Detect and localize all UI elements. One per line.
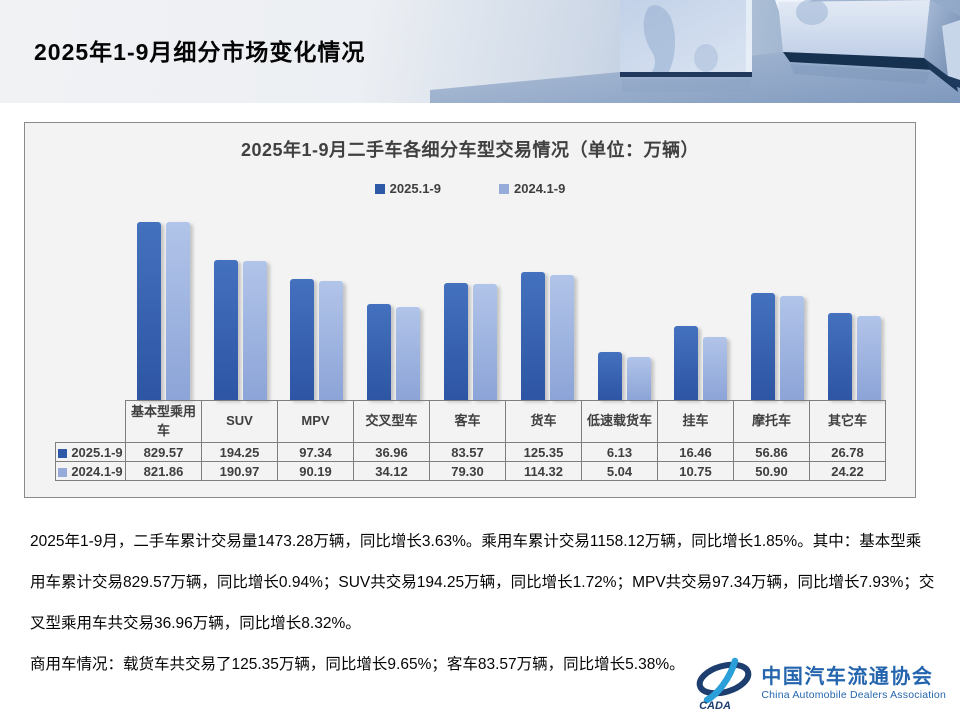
- table-value-cell: 6.13: [581, 442, 658, 462]
- legend-label-2024: 2024.1-9: [514, 181, 566, 196]
- table-header-cell: MPV: [277, 400, 354, 443]
- bar-group-4: [355, 304, 432, 400]
- table-label-cell: 2024.1-9: [55, 461, 126, 481]
- summary-paragraph-1: 2025年1-9月，二手车累计交易量1473.28万辆，同比增长3.63%。乘用…: [30, 533, 935, 632]
- table-value-cell: 114.32: [505, 461, 582, 481]
- bar-group-3: [279, 278, 356, 400]
- table-header-cell: 货车: [505, 400, 582, 443]
- bar-2024.1-9-基本型乘用车: [165, 222, 190, 400]
- bar-2024.1-9-MPV: [319, 280, 344, 400]
- table-header-cell: 其它车: [809, 400, 886, 443]
- table-value-cell: 83.57: [429, 442, 506, 462]
- table-row-label: 2024.1-9: [71, 463, 123, 479]
- table-value-cell: 10.75: [657, 461, 734, 481]
- bar-2025.1-9-客车: [444, 282, 469, 400]
- bar-2025.1-9-挂车: [674, 325, 699, 400]
- bar-2025.1-9-交叉型车: [367, 304, 392, 400]
- table-value-cell: 97.34: [277, 442, 354, 462]
- summary-text: 2025年1-9月，二手车累计交易量1473.28万辆，同比增长3.63%。乘用…: [30, 521, 936, 685]
- table-value-cell: 90.19: [277, 461, 354, 481]
- table-value-cell: 50.90: [733, 461, 810, 481]
- cada-emblem-icon: CADA: [697, 657, 752, 712]
- legend-item-2024: 2024.1-9: [499, 181, 565, 196]
- bar-2025.1-9-货车: [520, 272, 545, 400]
- table-header-cell: SUV: [201, 400, 278, 443]
- bar-2024.1-9-挂车: [703, 337, 728, 400]
- logo-name-english: China Automobile Dealers Association: [761, 689, 946, 702]
- chart-panel: 2025年1-9月二手车各细分车型交易情况（单位：万辆） 2025.1-9 20…: [24, 122, 916, 498]
- table-value-cell: 5.04: [581, 461, 658, 481]
- header-banner: 2025年1-9月细分市场变化情况: [0, 0, 960, 103]
- logo-name-chinese: 中国汽车流通协会: [761, 666, 934, 689]
- bar-2025.1-9-基本型乘用车: [136, 221, 161, 400]
- bar-2025.1-9-SUV: [213, 260, 238, 400]
- bar-2024.1-9-摩托车: [780, 295, 805, 400]
- table-header-cell: 挂车: [657, 400, 734, 443]
- table-value-cell: 125.35: [505, 442, 582, 462]
- bar-2024.1-9-低速载货车: [626, 357, 651, 400]
- table-value-cell: 24.22: [809, 461, 886, 481]
- bar-2024.1-9-交叉型车: [396, 306, 421, 400]
- bar-2025.1-9-低速载货车: [597, 352, 622, 400]
- bar-group-6: [509, 272, 586, 400]
- bar-group-7: [586, 352, 663, 400]
- table-label-cell: 2025.1-9: [55, 442, 126, 462]
- table-header-cell: 摩托车: [733, 400, 810, 443]
- table-value-cell: 190.97: [201, 461, 278, 481]
- chart-data-table: 基本型乘用车 SUV MPV 交叉型车 客车 货车 低速载货车 挂车 摩托车 其它车 2025.1-…: [55, 400, 886, 481]
- legend-swatch-2025: [374, 183, 385, 194]
- table-value-cell: 56.86: [733, 442, 810, 462]
- bar-2025.1-9-摩托车: [751, 293, 776, 400]
- chart-legend: 2025.1-9 2024.1-9: [25, 181, 915, 196]
- bar-2025.1-9-MPV: [290, 278, 315, 400]
- series-marker-icon: [58, 467, 68, 477]
- legend-swatch-2024: [499, 183, 509, 194]
- table-value-cell: 26.78: [809, 442, 886, 462]
- chart-title: 2025年1-9月二手车各细分车型交易情况（单位：万辆）: [240, 140, 700, 160]
- table-value-cell: 34.12: [353, 461, 430, 481]
- table-row-label: 2025.1-9: [71, 444, 123, 460]
- table-corner-cell: [56, 401, 126, 443]
- bar-group-8: [663, 325, 740, 400]
- series-marker-icon: [58, 448, 68, 458]
- summary-paragraph-2: 商用车情况：载货车共交易了125.35万辆，同比增长9.65%；客车83.57万…: [30, 656, 685, 673]
- table-value-cell: 36.96: [353, 442, 430, 462]
- cubes-decoration-image: [430, 0, 960, 103]
- table-value-cell: 194.25: [201, 442, 278, 462]
- table-header-row: 基本型乘用车 SUV MPV 交叉型车 客车 货车 低速载货车 挂车 摩托车 其它车: [56, 400, 886, 443]
- bar-2024.1-9-SUV: [242, 260, 267, 400]
- bar-chart-plot-area: [125, 215, 893, 400]
- bar-2024.1-9-货车: [549, 274, 574, 400]
- cada-emblem-text: CADA: [699, 700, 731, 712]
- legend-item-2025: 2025.1-9: [374, 181, 441, 196]
- table-value-cell: 829.57: [125, 442, 202, 462]
- logo-text: 中国汽车流通协会 China Automobile Dealers Associ…: [761, 666, 946, 701]
- bar-group-9: [739, 293, 816, 400]
- bar-group-1: [125, 221, 202, 400]
- table-value-cell: 821.86: [125, 461, 202, 481]
- bar-2025.1-9-其它车: [828, 312, 853, 400]
- bar-group-2: [202, 260, 279, 400]
- bar-group-10: [816, 312, 893, 400]
- table-value-cell: 79.30: [429, 461, 506, 481]
- bar-2024.1-9-其它车: [857, 315, 882, 400]
- table-value-cell: 16.46: [657, 442, 734, 462]
- table-header-cell: 交叉型车: [353, 400, 430, 443]
- table-header-cell: 客车: [429, 400, 506, 443]
- cada-logo: CADA 中国汽车流通协会 China Automobile Dealers A…: [694, 656, 946, 712]
- bar-group-5: [432, 282, 509, 400]
- page-title: 2025年1-9月细分市场变化情况: [34, 39, 366, 65]
- table-header-cell: 基本型乘用车: [125, 400, 202, 443]
- legend-label-2025: 2025.1-9: [389, 181, 441, 196]
- bar-2024.1-9-客车: [473, 284, 498, 400]
- table-row-2024.1-9: 2024.1-9 821.86 190.97 90.19 34.12 79.30 114.3…: [55, 461, 886, 481]
- table-row-2025.1-9: 2025.1-9 829.57 194.25 97.34 36.96 83.57 125.3…: [55, 442, 886, 462]
- table-header-cell: 低速载货车: [581, 400, 658, 443]
